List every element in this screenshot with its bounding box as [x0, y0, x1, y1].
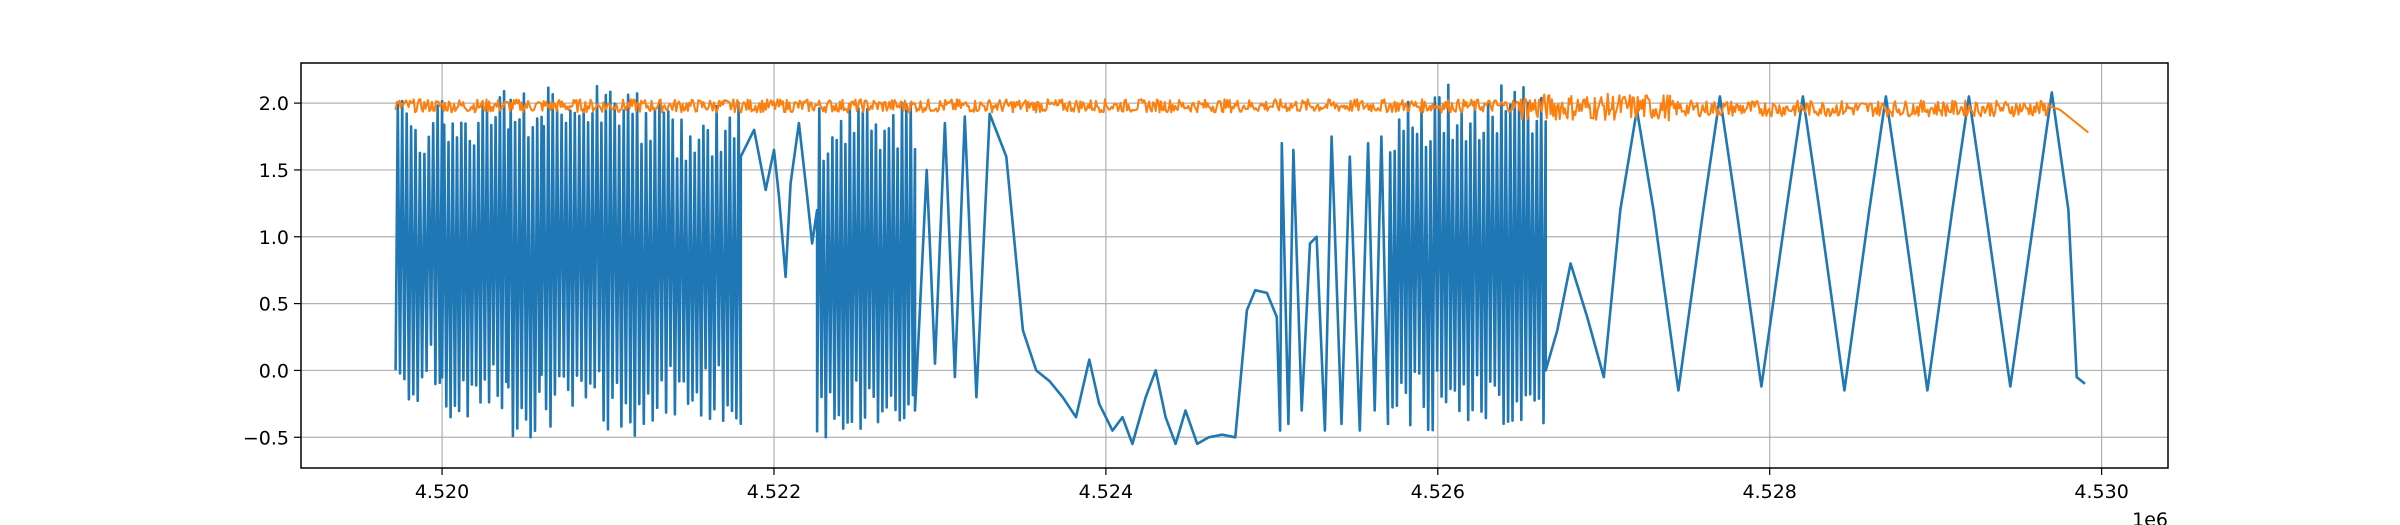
y-tick-label: 1.5	[259, 160, 289, 182]
x-tick-label: 4.528	[1743, 481, 1797, 503]
x-tick-label: 4.520	[415, 481, 469, 503]
y-tick-label: −0.5	[243, 427, 289, 449]
plot-area	[394, 83, 2089, 446]
series-2-line	[394, 92, 2089, 134]
y-tick-label: 1.0	[259, 227, 289, 249]
series-1-line	[394, 83, 2086, 446]
y-tick-label: 2.0	[259, 93, 289, 115]
y-tick-label: 0.5	[259, 294, 289, 316]
x-tick-label: 4.526	[1411, 481, 1465, 503]
x-axis-offset-label: 1e6	[2132, 509, 2168, 525]
y-tick-label: 0.0	[259, 360, 289, 382]
x-tick-label: 4.524	[1079, 481, 1133, 503]
axes-frame	[300, 62, 2169, 469]
x-tick-label: 4.530	[2074, 481, 2128, 503]
x-tick-label: 4.522	[747, 481, 801, 503]
axis-ticks: 4.520 4.522 4.524 4.526 4.528 4.530 −0.5 0.0 0.5…	[243, 93, 2129, 503]
